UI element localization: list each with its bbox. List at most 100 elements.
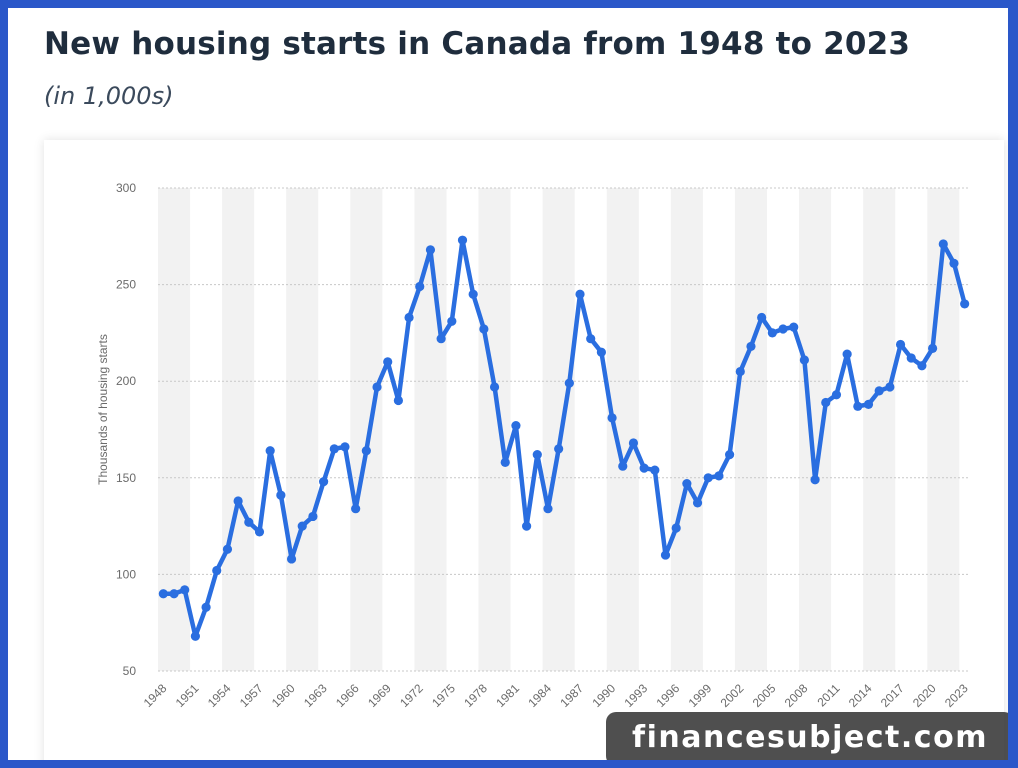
data-point [169, 589, 179, 599]
data-point [404, 312, 414, 323]
data-point [799, 355, 809, 365]
data-point [586, 334, 596, 344]
data-point [233, 496, 243, 506]
chart-title: New housing starts in Canada from 1948 t… [44, 26, 911, 62]
x-tick-label: 1954 [205, 681, 234, 710]
data-point [831, 390, 842, 400]
data-point [628, 438, 639, 448]
data-point [276, 490, 286, 500]
data-point [906, 353, 916, 363]
x-tick-label: 2002 [718, 681, 747, 710]
data-point [757, 312, 767, 323]
data-point [457, 235, 468, 245]
data-point [340, 442, 350, 452]
x-tick-label: 1984 [525, 681, 554, 710]
data-point [361, 446, 371, 456]
data-point [436, 334, 446, 344]
x-tick-label: 1981 [493, 681, 522, 710]
data-point [895, 339, 906, 350]
y-tick-label: 50 [123, 664, 137, 678]
x-tick-label: 2005 [750, 681, 779, 710]
y-tick-label: 150 [116, 471, 136, 485]
y-tick-label: 200 [116, 374, 136, 388]
x-tick-label: 1975 [429, 681, 458, 710]
data-point [767, 328, 777, 338]
x-tick-label: 1963 [301, 681, 330, 710]
x-tick-label: 2014 [846, 681, 875, 710]
x-tick-label: 1993 [621, 681, 650, 710]
data-point [468, 289, 478, 299]
data-point [479, 324, 489, 334]
data-point [286, 554, 297, 564]
x-tick-label: 1987 [557, 681, 586, 710]
data-point [789, 322, 799, 332]
data-point [254, 527, 265, 537]
data-point [265, 446, 275, 456]
data-point [244, 517, 254, 527]
data-point [938, 239, 948, 249]
x-tick-label: 1948 [141, 681, 170, 710]
data-point [500, 457, 510, 467]
data-point [725, 450, 735, 460]
data-point [874, 386, 884, 396]
line-chart: 50 100 150 200 250 300 Thousands of housing st… [96, 181, 971, 710]
data-point [671, 523, 681, 533]
chart-frame: New housing starts in Canada from 1948 t… [8, 8, 1008, 760]
data-point [607, 413, 617, 423]
y-tick-label: 300 [116, 181, 136, 195]
x-tick-label: 1960 [269, 681, 298, 710]
background-band [542, 188, 575, 671]
data-point [949, 258, 959, 268]
data-point [180, 585, 190, 595]
data-point [372, 382, 382, 392]
y-tick-label: 100 [116, 567, 136, 581]
x-tick-label: 1978 [461, 681, 490, 710]
data-point [532, 450, 542, 460]
data-point [575, 289, 585, 299]
data-point [928, 343, 938, 353]
background-band [606, 188, 639, 671]
data-point [383, 357, 393, 367]
data-point [489, 382, 500, 392]
data-point [212, 565, 222, 576]
x-tick-label: 1969 [365, 681, 394, 710]
x-tick-label: 1966 [333, 681, 362, 710]
data-point [319, 477, 329, 487]
data-point [554, 444, 564, 454]
data-point [425, 245, 436, 255]
data-point [329, 444, 339, 454]
chart-subtitle: (in 1,000s) [44, 82, 174, 110]
chart-card: 50 100 150 200 250 300 Thousands of housing st… [44, 140, 1004, 760]
background-band [222, 188, 255, 671]
data-point [393, 395, 403, 406]
data-point [308, 511, 318, 522]
background-band [286, 188, 319, 671]
x-tick-label: 1972 [397, 681, 426, 710]
x-tick-label: 2020 [910, 681, 939, 710]
data-point [543, 504, 553, 514]
x-tick-label: 2011 [814, 681, 842, 709]
data-point [351, 504, 361, 514]
data-point [447, 316, 457, 326]
x-tick-label: 2008 [782, 681, 811, 710]
y-axis-label: Thousands of housing starts [96, 334, 110, 485]
series-line [161, 237, 967, 639]
data-point [222, 544, 233, 554]
data-point [746, 341, 756, 352]
background-band [863, 188, 896, 671]
x-tick-label: 1990 [589, 681, 618, 710]
data-point [639, 463, 649, 473]
data-point [682, 478, 692, 489]
data-point [522, 521, 532, 531]
data-point [415, 281, 425, 292]
data-point [863, 399, 874, 409]
data-point [703, 473, 713, 483]
data-point [564, 378, 574, 388]
data-point [650, 465, 660, 475]
data-point [158, 589, 168, 599]
data-point [660, 550, 671, 560]
background-band [478, 188, 511, 671]
data-point [735, 366, 745, 377]
data-point [201, 602, 211, 612]
background-band [734, 188, 767, 671]
